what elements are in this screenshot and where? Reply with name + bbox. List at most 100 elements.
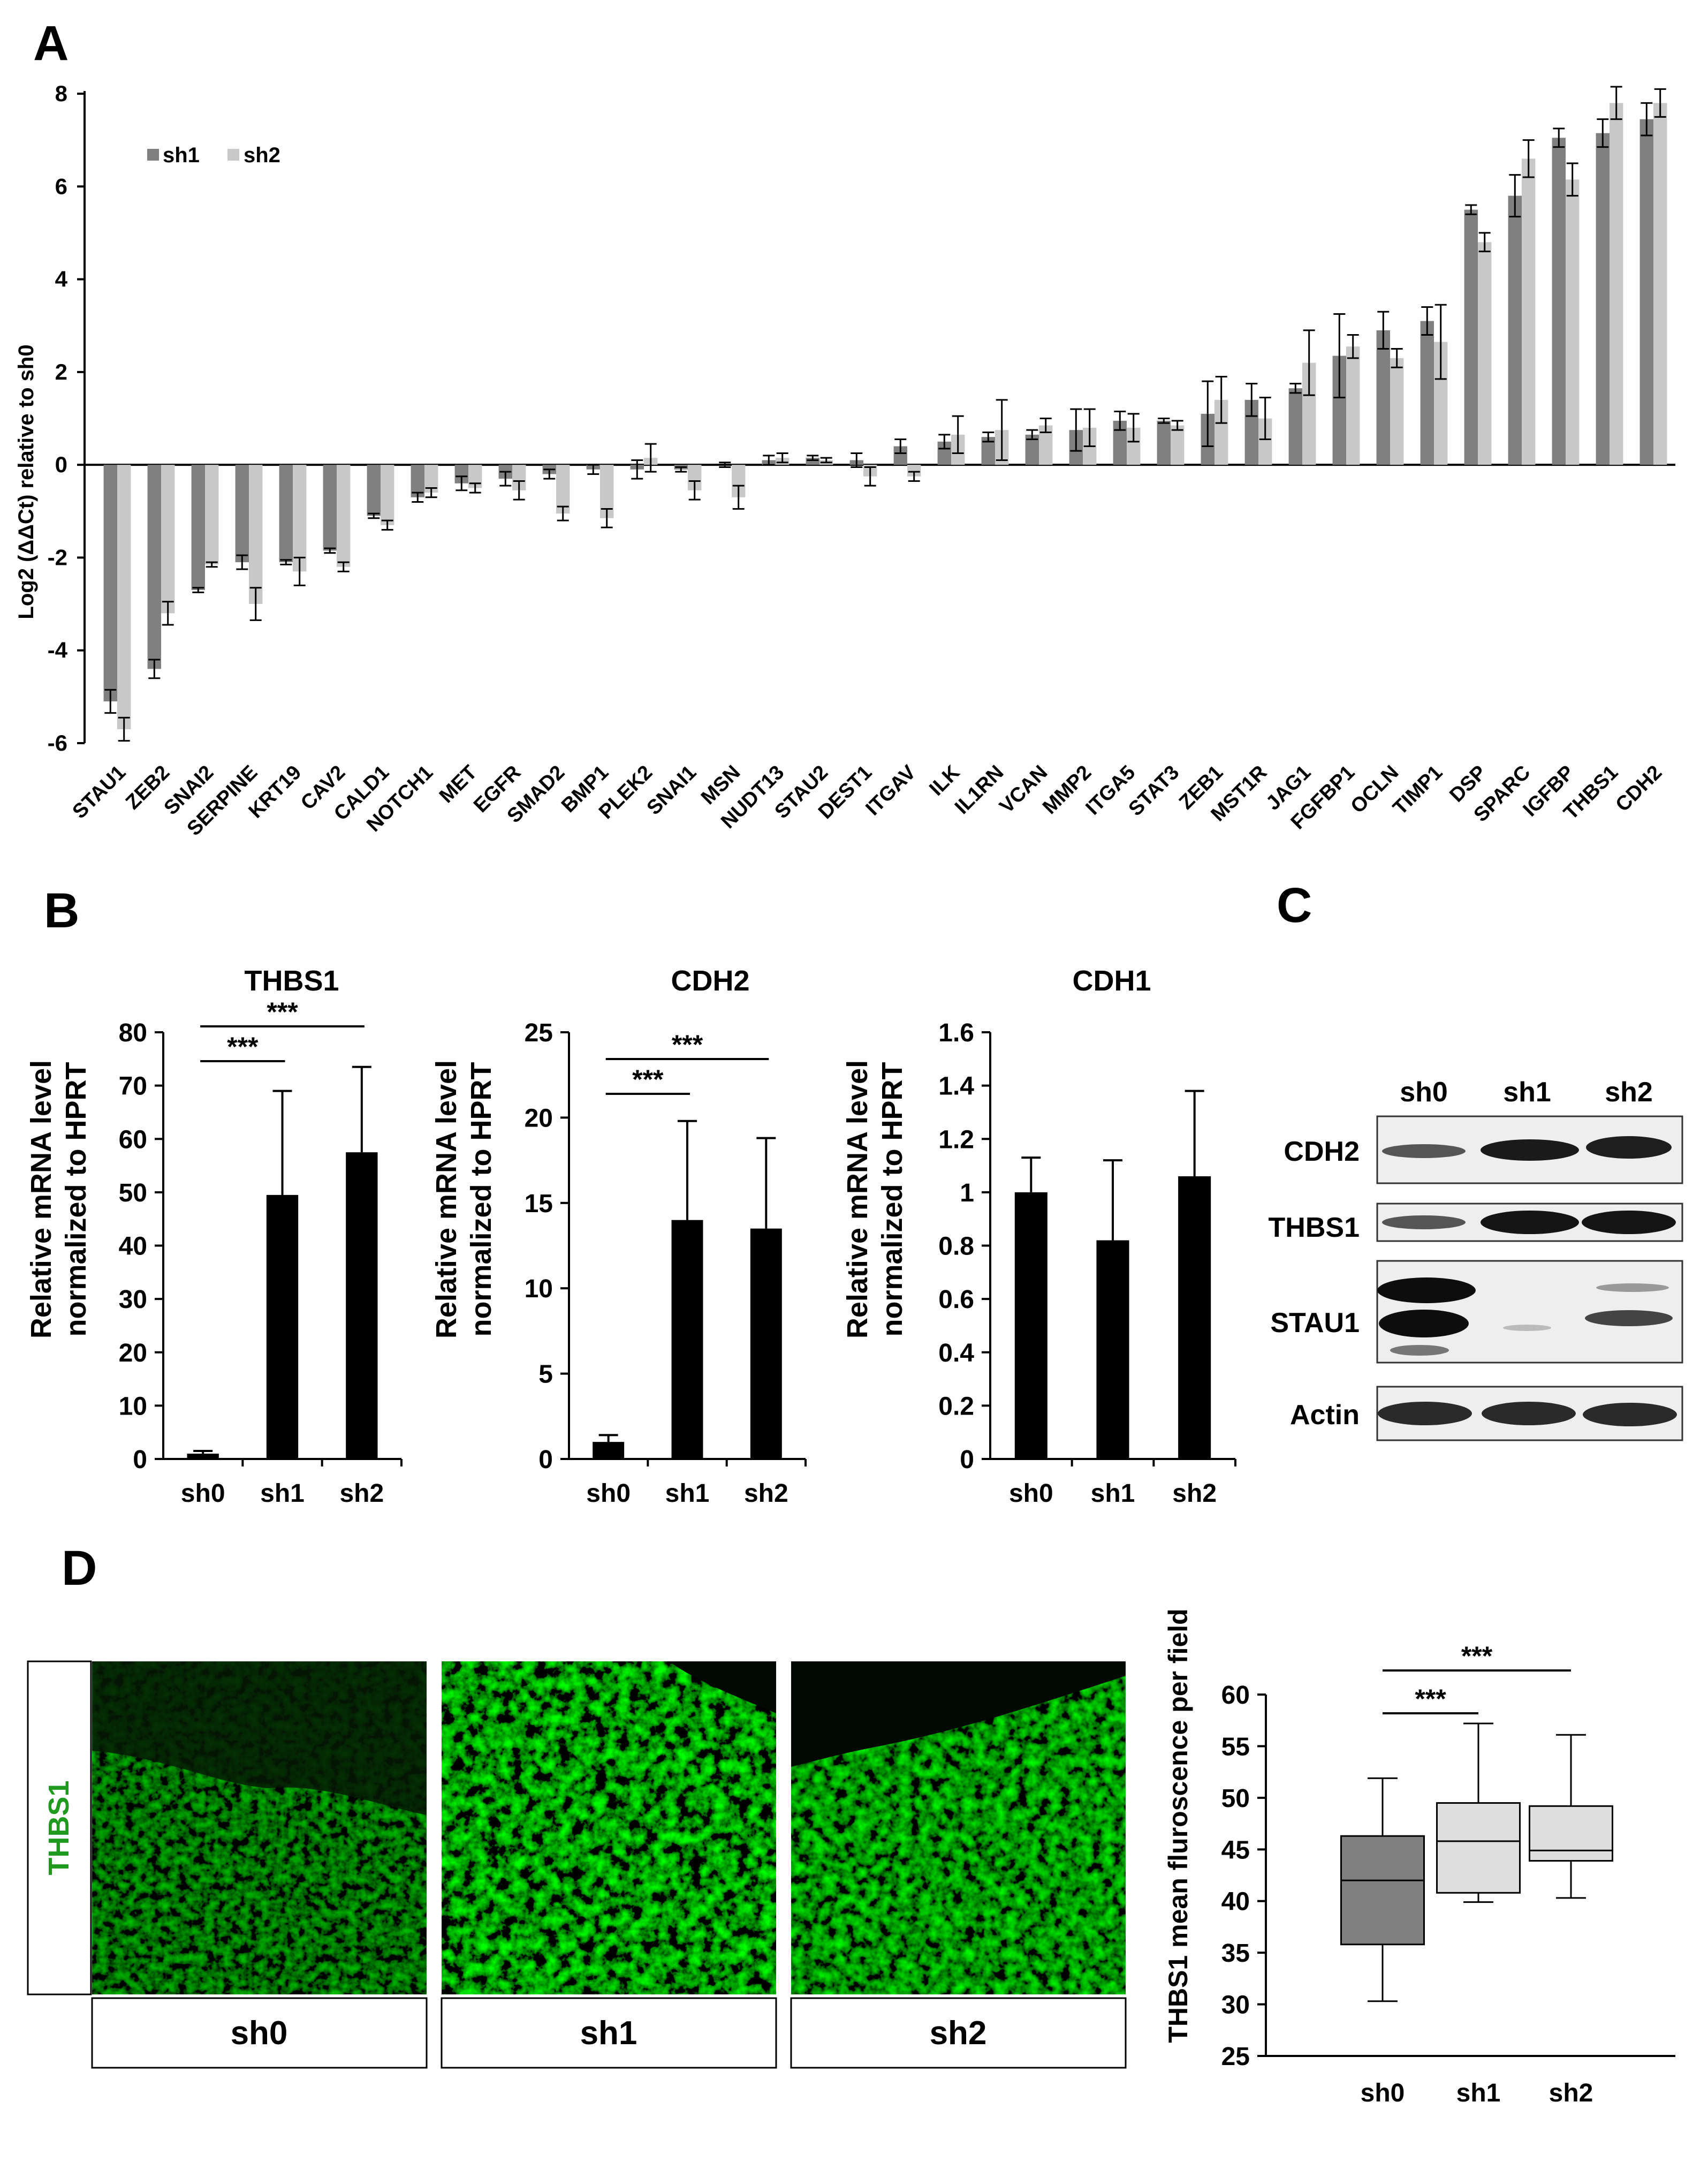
bar-sh1-cav2 <box>323 465 337 551</box>
thbs1-bar-sh0 <box>187 1454 219 1459</box>
thbs1-y-tick-label: 50 <box>119 1179 147 1207</box>
cdh1-y-tick-label: 0 <box>960 1446 974 1474</box>
gene-label-timp1: TIMP1 <box>1389 761 1447 820</box>
band-actin-sh0 <box>1378 1402 1472 1425</box>
panel-b-thbs1-chart: THBS1 Relative mRNA level normalized to … <box>25 965 339 1339</box>
box-sh0 <box>1340 1835 1425 1946</box>
bar-sh2-snai2 <box>205 465 219 565</box>
panel-a-y-tick-label: 4 <box>55 267 68 292</box>
bar-sh2-igfbp <box>1566 179 1580 465</box>
box-y-tick-label: 35 <box>1221 1939 1250 1968</box>
band-stau1-sh2-top <box>1596 1283 1669 1292</box>
caption-sh1: sh1 <box>580 2015 637 2052</box>
bar-sh1-jag1 <box>1288 388 1302 465</box>
band-cdh2-sh2 <box>1586 1136 1672 1159</box>
thbs1-y-tick-label: 30 <box>119 1286 147 1314</box>
caption-sh2: sh2 <box>930 2015 987 2052</box>
cdh2-y-tick-label: 25 <box>525 1019 553 1047</box>
stain-label-box <box>27 1660 92 1995</box>
bar-sh2-fgfbp1 <box>1346 346 1360 465</box>
panel-a-y-tick-label: -2 <box>48 545 67 570</box>
thbs1-bar-sh2 <box>346 1152 378 1459</box>
bar-sh1-zeb2 <box>147 465 161 669</box>
micrograph-sh1-dark-corner <box>669 1661 776 1713</box>
panel-b-cdh2-chart: CDH2 Relative mRNA level normalized to H… <box>430 965 750 1339</box>
bar-sh1-cdh2 <box>1639 119 1653 465</box>
gene-label-vcan: VCAN <box>996 761 1052 818</box>
bar-sh1-ocln <box>1376 330 1390 465</box>
band-stau1-sh1 <box>1503 1325 1551 1331</box>
band-thbs1-sh0 <box>1382 1215 1466 1229</box>
cdh2-x-label-sh0: sh0 <box>586 1479 631 1508</box>
box-y-tick-label: 60 <box>1221 1681 1250 1710</box>
cdh1-bar-sh2 <box>1178 1176 1211 1459</box>
micrograph-sh0-dark-region <box>92 1661 427 1815</box>
thbs1-y-tick-label: 70 <box>119 1072 147 1101</box>
blot-row-actin: Actin <box>1290 1400 1360 1431</box>
gene-label-stau1: STAU1 <box>69 761 131 823</box>
bar-sh2-stau1 <box>117 465 131 730</box>
bar-sh1-stat3 <box>1157 420 1171 465</box>
bar-sh1-cald1 <box>367 465 381 516</box>
panel-label-a: A <box>33 16 69 71</box>
bar-sh2-sparc <box>1522 158 1536 465</box>
cdh2-bar-sh1 <box>671 1220 703 1459</box>
micrograph-sh2-dark-region <box>791 1661 1126 1767</box>
cdh1-y-tick-label: 1.4 <box>938 1072 974 1101</box>
panel-b-cdh2-y-label-line2: normalized to HPRT <box>465 1062 497 1336</box>
cdh2-sig-stars-1: *** <box>672 1030 703 1060</box>
cdh2-bar-sh0 <box>593 1442 625 1459</box>
box-x-label-sh2: sh2 <box>1549 2079 1593 2107</box>
caption-box-sh2 <box>790 1997 1127 2069</box>
box-y-tick-label: 30 <box>1221 1991 1250 2020</box>
bar-sh2-smad2 <box>556 465 570 514</box>
band-stau1-sh2-mid <box>1585 1310 1673 1326</box>
bar-sh2-itgav <box>907 465 921 477</box>
bar-sh1-stau1 <box>103 465 117 702</box>
legend-label-sh2: sh2 <box>244 143 280 167</box>
band-cdh2-sh1 <box>1481 1139 1579 1161</box>
gene-label-itgav: ITGAV <box>862 761 921 820</box>
panel-label-d: D <box>62 1541 97 1596</box>
legend-swatch-sh2 <box>227 149 239 161</box>
box-y-tick-label: 55 <box>1221 1733 1250 1761</box>
bar-sh2-dsp <box>1478 242 1492 465</box>
panel-b-cdh1-y-label-line2: normalized to HPRT <box>876 1062 908 1336</box>
thbs1-y-tick-label: 80 <box>119 1019 147 1047</box>
caption-box-sh0 <box>91 1997 428 2069</box>
box-y-tick-label: 45 <box>1221 1836 1250 1864</box>
band-actin-sh2 <box>1583 1403 1677 1426</box>
blot-row-cdh2: CDH2 <box>1284 1136 1360 1167</box>
bar-sh1-snai2 <box>191 465 205 591</box>
panel-b-cdh1-y-label-line1: Relative mRNA level <box>841 1060 874 1339</box>
box-y-tick-label: 50 <box>1221 1785 1250 1813</box>
band-thbs1-sh1 <box>1481 1211 1579 1234</box>
blot-row-stau1: STAU1 <box>1270 1307 1360 1339</box>
western-blot: sh0 sh1 sh2 CDH2 THBS1 STAU1 Actin <box>1269 1077 1683 1441</box>
caption-sh0: sh0 <box>231 2015 288 2052</box>
cdh1-y-tick-label: 1.2 <box>938 1125 974 1154</box>
thbs1-x-label-sh2: sh2 <box>339 1479 384 1508</box>
cdh2-y-tick-label: 10 <box>525 1275 553 1303</box>
band-stau1-sh0-mid <box>1379 1310 1469 1337</box>
thbs1-y-tick-label: 40 <box>119 1233 147 1261</box>
panel-b-thbs1-title: THBS1 <box>244 965 339 997</box>
cdh1-y-tick-label: 0.6 <box>938 1286 974 1314</box>
box-sig-stars-0: *** <box>1415 1684 1446 1714</box>
bar-sh2-zeb2 <box>161 465 175 614</box>
panel-a-y-tick-label: 6 <box>55 173 67 199</box>
panel-label-c: C <box>1277 878 1312 933</box>
bar-sh2-stat3 <box>1171 425 1185 465</box>
bar-sh1-serpine <box>235 465 249 563</box>
cdh1-x-label-sh1: sh1 <box>1091 1479 1135 1508</box>
stain-label-thbs1: THBS1 <box>43 1780 75 1875</box>
gene-label-cdh2: CDH2 <box>1612 761 1667 816</box>
bar-sh1-thbs1 <box>1596 133 1610 465</box>
gene-label-snai1: SNAI1 <box>643 761 701 820</box>
gene-label-stat3: STAT3 <box>1125 761 1184 821</box>
cdh2-y-tick-label: 0 <box>538 1446 553 1474</box>
bar-sh1-dsp <box>1464 209 1478 465</box>
cdh1-y-tick-label: 0.4 <box>938 1339 974 1367</box>
thbs1-sig-stars-0: *** <box>227 1032 259 1062</box>
thbs1-y-tick-label: 0 <box>133 1446 147 1474</box>
